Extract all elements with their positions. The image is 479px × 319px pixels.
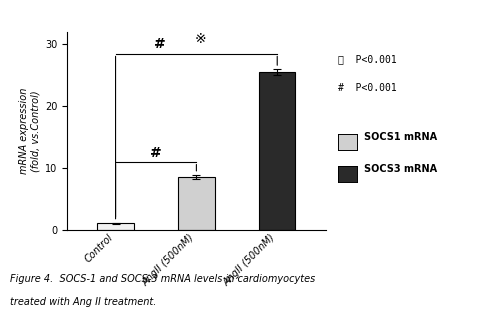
Text: treated with Ang II treatment.: treated with Ang II treatment. (10, 297, 156, 307)
Text: ※  P<0.001: ※ P<0.001 (338, 54, 397, 64)
Text: #: # (150, 146, 162, 160)
Text: #: # (154, 37, 166, 51)
Text: ※: ※ (194, 32, 206, 46)
Text: #  P<0.001: # P<0.001 (338, 83, 397, 93)
Text: SOCS1 mRNA: SOCS1 mRNA (364, 132, 437, 142)
Text: Figure 4.  SOCS-1 and SOCS-3 mRNA levels in cardiomyocytes: Figure 4. SOCS-1 and SOCS-3 mRNA levels … (10, 274, 315, 284)
Bar (259, 72, 296, 230)
Y-axis label: mRNA expression
(fold, vs.Control): mRNA expression (fold, vs.Control) (19, 88, 41, 174)
Bar (97, 224, 134, 230)
Text: SOCS3 mRNA: SOCS3 mRNA (364, 164, 437, 174)
Bar (178, 177, 215, 230)
